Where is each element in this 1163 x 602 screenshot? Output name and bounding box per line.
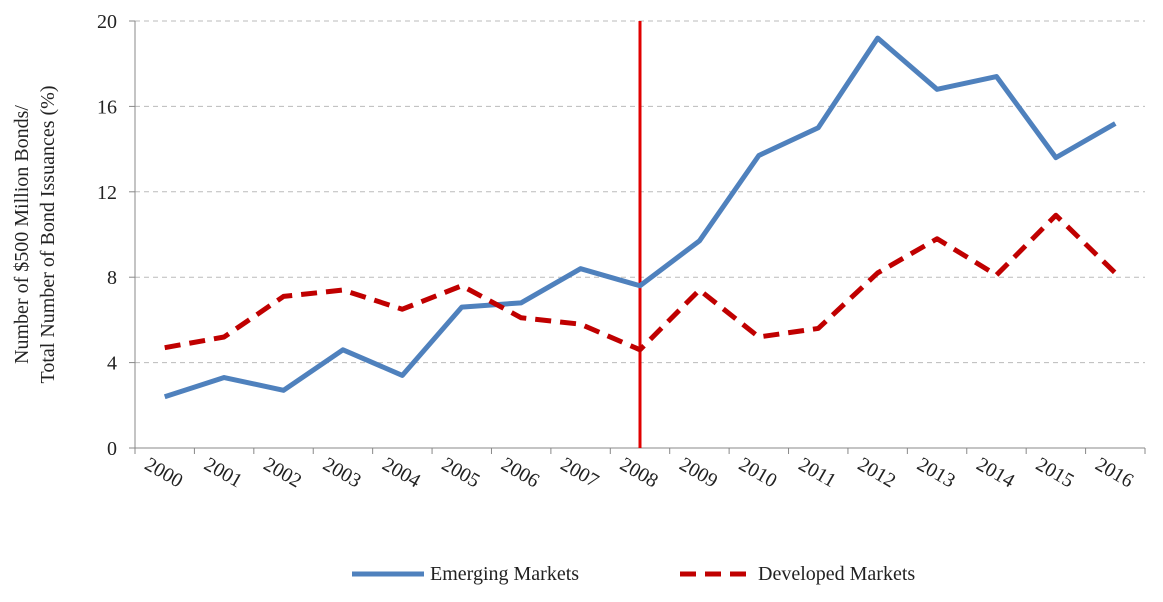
legend-label: Developed Markets xyxy=(758,563,915,585)
x-tick-label: 2012 xyxy=(854,453,900,492)
y-tick-label: 12 xyxy=(97,182,117,204)
x-tick-label: 2015 xyxy=(1032,453,1078,492)
x-tick-label: 2010 xyxy=(735,453,781,492)
x-tick-label: 2014 xyxy=(973,453,1019,492)
x-tick-label: 2005 xyxy=(438,453,484,492)
series-line xyxy=(163,35,1117,400)
x-tick-label: 2003 xyxy=(319,453,365,492)
x-tick-label: 2013 xyxy=(913,453,959,492)
x-tick-label: 2002 xyxy=(260,453,306,492)
x-tick-label: 2016 xyxy=(1091,453,1137,492)
y-tick-label: 0 xyxy=(107,438,117,460)
series-line xyxy=(164,212,1118,353)
y-tick-label: 4 xyxy=(107,353,117,375)
y-tick-label: 20 xyxy=(97,11,117,33)
x-tick-label: 2004 xyxy=(379,453,425,492)
y-axis-label: Number of $500 Million Bonds/ xyxy=(11,105,33,364)
x-tick-label: 2009 xyxy=(676,453,722,492)
legend-label: Emerging Markets xyxy=(430,563,579,585)
x-tick-label: 2001 xyxy=(200,453,246,492)
x-tick-label: 2000 xyxy=(141,453,187,492)
x-tick-label: 2008 xyxy=(616,453,662,492)
y-tick-label: 8 xyxy=(107,267,117,289)
x-tick-label: 2007 xyxy=(557,453,603,492)
x-tick-label: 2011 xyxy=(795,453,840,492)
y-axis-label: Total Number of Bond Issuances (%) xyxy=(37,86,59,384)
x-tick-label: 2006 xyxy=(497,453,543,492)
y-tick-label: 16 xyxy=(97,96,117,118)
